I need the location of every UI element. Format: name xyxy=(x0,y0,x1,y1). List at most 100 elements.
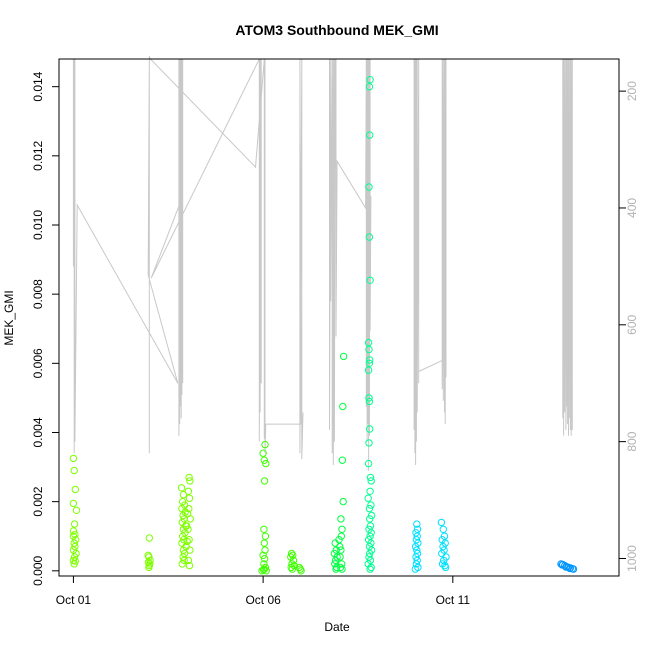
data-point xyxy=(338,565,346,573)
data-point xyxy=(180,549,189,558)
data-point xyxy=(145,553,153,561)
altitude-line-3 xyxy=(329,58,372,471)
data-point xyxy=(70,466,78,475)
data-point xyxy=(411,565,419,573)
data-point xyxy=(182,522,191,530)
data-point xyxy=(338,560,346,568)
data-point xyxy=(365,397,374,406)
data-point xyxy=(569,565,578,573)
data-point xyxy=(413,520,421,528)
data-point xyxy=(366,356,374,364)
y-tick-label: 0.012 xyxy=(31,140,45,170)
data-point xyxy=(338,525,346,533)
y-tick-label: 0.002 xyxy=(31,486,45,516)
data-point xyxy=(365,504,374,513)
data-point xyxy=(558,561,566,569)
axes: Oct 01 Oct 06 Oct 11 0.000 0.002 0.004 0.006 0.… xyxy=(31,71,639,607)
data-point xyxy=(185,494,194,502)
data-point xyxy=(331,539,339,547)
plot-frame xyxy=(58,58,620,577)
data-point xyxy=(365,233,374,241)
data-point xyxy=(437,518,446,527)
data-point xyxy=(413,556,421,565)
data-point xyxy=(441,563,450,572)
data-point xyxy=(69,454,78,463)
data-point xyxy=(145,534,154,542)
data-point xyxy=(366,532,374,540)
data-point xyxy=(71,542,79,551)
data-point xyxy=(260,456,268,464)
data-point xyxy=(367,477,375,485)
data-point xyxy=(339,402,347,411)
data-point xyxy=(364,459,373,468)
data-point xyxy=(339,352,348,361)
data-point xyxy=(413,532,421,540)
data-point xyxy=(261,532,270,540)
data-point xyxy=(413,525,422,533)
altitude-line-2 xyxy=(150,58,262,442)
data-point xyxy=(337,532,345,540)
data-point xyxy=(179,553,187,561)
data-point xyxy=(413,549,422,558)
data-point xyxy=(179,491,188,499)
data-point xyxy=(183,510,192,518)
data-point xyxy=(184,487,193,495)
data-point xyxy=(259,449,267,457)
data-point xyxy=(72,536,80,544)
altitude-lines xyxy=(72,55,573,471)
data-point xyxy=(366,276,374,284)
data-point xyxy=(289,556,298,565)
data-point xyxy=(297,567,305,575)
y-tick-label: 0.008 xyxy=(31,279,45,309)
data-point xyxy=(366,76,374,84)
data-point xyxy=(364,366,373,374)
data-point xyxy=(179,497,187,506)
data-point xyxy=(366,515,374,523)
y-tick-label: 0.000 xyxy=(31,555,45,585)
data-point xyxy=(260,565,268,573)
x-axis-label: Date xyxy=(324,620,350,634)
data-point xyxy=(365,439,373,447)
data-point xyxy=(336,553,344,561)
data-point xyxy=(366,473,375,482)
altitude-line-4 xyxy=(413,58,447,466)
data-point xyxy=(261,440,269,449)
data-point xyxy=(185,536,193,544)
altitude-line-5 xyxy=(562,58,573,436)
data-point xyxy=(367,563,375,572)
data-point xyxy=(69,527,78,535)
data-point xyxy=(365,345,373,354)
data-point xyxy=(412,560,421,568)
data-point xyxy=(367,539,375,547)
y2-tick-label: 800 xyxy=(625,431,639,451)
data-point xyxy=(70,520,79,528)
data-point xyxy=(289,551,297,559)
data-point xyxy=(185,504,193,513)
y-tick-label: 0.010 xyxy=(31,210,45,240)
data-point xyxy=(412,536,421,544)
data-point xyxy=(261,546,269,554)
data-point xyxy=(440,556,448,565)
data-point xyxy=(366,487,374,495)
data-point xyxy=(259,566,268,574)
data-point xyxy=(144,558,153,566)
data-point xyxy=(260,477,269,485)
data-point xyxy=(185,561,194,570)
data-point xyxy=(258,567,266,575)
y2-tick-label: 1000 xyxy=(625,545,639,572)
data-point xyxy=(336,563,345,572)
data-point xyxy=(260,539,268,547)
data-point xyxy=(367,501,375,509)
data-point xyxy=(260,525,268,533)
data-point xyxy=(178,560,187,568)
x-tick-label: Oct 06 xyxy=(245,593,281,607)
data-point xyxy=(184,525,192,533)
data-point xyxy=(70,539,78,547)
data-point xyxy=(439,542,447,551)
data-point xyxy=(179,532,187,540)
chart-title: ATOM3 Southbound MEK_GMI xyxy=(235,22,438,38)
x-tick-label: Oct 11 xyxy=(436,593,471,607)
y2-tick-label: 200 xyxy=(625,81,639,101)
data-point xyxy=(184,556,193,565)
data-point xyxy=(260,555,269,563)
